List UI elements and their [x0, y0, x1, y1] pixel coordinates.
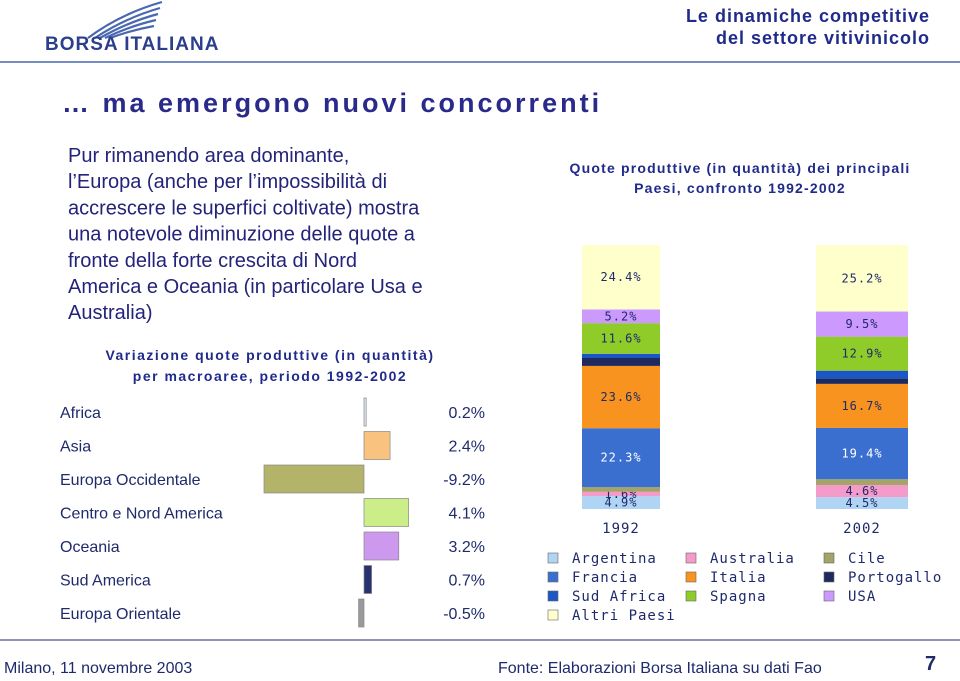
value-label: 24.4%: [600, 270, 641, 284]
body-line: Pur rimanendo area dominante,: [68, 145, 349, 167]
value-label: 23.6%: [600, 390, 641, 404]
bar: [363, 531, 400, 561]
header-title: Le dinamiche competitive: [686, 6, 930, 26]
legend-swatch: [685, 571, 697, 583]
header-title: del settore vitivinicolo: [716, 28, 930, 48]
legend-swatch: [547, 590, 559, 602]
segment: [582, 491, 660, 497]
value-label: 4.1%: [449, 506, 485, 523]
country-chart: Quote produttive (in quantità) dei princ…: [547, 160, 942, 624]
legend-label: Portogallo: [848, 570, 942, 586]
segment: [582, 365, 660, 429]
legend-label: Italia: [710, 570, 767, 586]
segment: [816, 383, 908, 428]
chart-title: Paesi, confronto 1992-2002: [634, 180, 846, 196]
value-label: 2.4%: [449, 439, 485, 456]
value-label: 22.3%: [600, 451, 641, 465]
value-label: 11.6%: [600, 331, 641, 345]
value-label: 4.5%: [846, 496, 879, 510]
segment: [582, 496, 660, 509]
category-label: 2002: [843, 521, 881, 537]
segment: [582, 309, 660, 324]
logo-mark: [87, 0, 163, 40]
body-text: Pur rimanendo area dominante, l’Europa (a…: [68, 145, 423, 324]
segment: [816, 336, 908, 371]
footer-source: Fonte: Elaborazioni Borsa Italiana su da…: [498, 660, 822, 677]
legend-label: Argentina: [572, 551, 657, 567]
chart-title: Variazione quote produttive (in quantità…: [105, 347, 434, 363]
bar: [363, 397, 367, 427]
value-label: 4.6%: [846, 484, 879, 498]
value-label: 12.9%: [841, 347, 882, 361]
category-label: Africa: [60, 405, 101, 422]
page-number: 7: [925, 653, 936, 675]
value-label: 0.7%: [449, 573, 485, 590]
body-line: una notevole diminuzione delle quote a: [68, 224, 416, 246]
value-label: 9.5%: [846, 317, 879, 331]
value-label: 5.2%: [605, 309, 638, 323]
body-line: America e Oceania (in particolare Usa e: [68, 276, 423, 298]
legend-swatch: [685, 552, 697, 564]
segment: [816, 479, 908, 485]
legend-swatch: [685, 590, 697, 602]
legend-label: Australia: [710, 551, 795, 567]
segment: [816, 484, 908, 498]
category-label: Europa Orientale: [60, 606, 181, 623]
body-line: Australia): [68, 302, 152, 324]
bar: [363, 498, 409, 527]
legend-label: Cile: [848, 551, 886, 567]
segment: [816, 311, 908, 337]
category-label: Centro e Nord America: [60, 506, 223, 523]
legend-swatch: [547, 552, 559, 564]
segment: [582, 245, 660, 310]
legend-swatch: [823, 552, 835, 564]
segment: [816, 245, 908, 312]
legend-swatch: [823, 571, 835, 583]
value-label: 19.4%: [841, 447, 882, 461]
legend-label: Spagna: [710, 589, 767, 605]
value-label: -0.5%: [443, 606, 485, 623]
legend-label: USA: [848, 589, 876, 605]
segment: [582, 487, 660, 492]
footer-date: Milano, 11 novembre 2003: [4, 660, 192, 677]
legend-label: Altri Paesi: [572, 608, 676, 624]
body-line: accrescere le superfici coltivate) mostr…: [68, 197, 420, 219]
logo-text: BORSA ITALIANA: [45, 34, 219, 55]
category-label: 1992: [602, 521, 640, 537]
chart-title: Quote produttive (in quantità) dei princ…: [570, 160, 911, 176]
legend-label: Sud Africa: [572, 589, 666, 605]
segment: [816, 378, 908, 384]
category-label: Asia: [60, 439, 91, 456]
segment: [816, 427, 908, 480]
legend-label: Francia: [572, 570, 638, 586]
heading: … ma emergono nuovi concorrenti: [62, 88, 602, 118]
legend-swatch: [547, 571, 559, 583]
segment: [582, 353, 660, 358]
category-label: Sud America: [60, 573, 151, 590]
legend-swatch: [823, 590, 835, 602]
value-label: 16.7%: [841, 399, 882, 413]
bar: [363, 565, 372, 594]
bar: [358, 598, 365, 628]
segment: [582, 428, 660, 488]
region-chart: Variazione quote produttive (in quantità…: [60, 347, 485, 628]
value-label: 4.9%: [605, 496, 638, 510]
body-line: l’Europa (anche per l’impossibilità di: [68, 171, 387, 193]
value-label: 3.2%: [449, 539, 485, 556]
segment: [582, 323, 660, 354]
category-label: Oceania: [60, 539, 120, 556]
value-label: -9.2%: [443, 472, 485, 489]
value-label: 25.2%: [841, 271, 882, 285]
segment: [816, 370, 908, 379]
segment: [816, 497, 908, 509]
body-line: fronte della forte crescita di Nord: [68, 250, 357, 272]
bar: [363, 431, 391, 460]
bar: [263, 464, 365, 494]
value-label: 0.2%: [449, 405, 485, 422]
legend-swatch: [547, 609, 559, 621]
category-label: Europa Occidentale: [60, 472, 201, 489]
chart-title: per macroaree, periodo 1992-2002: [133, 368, 407, 384]
segment: [582, 357, 660, 366]
